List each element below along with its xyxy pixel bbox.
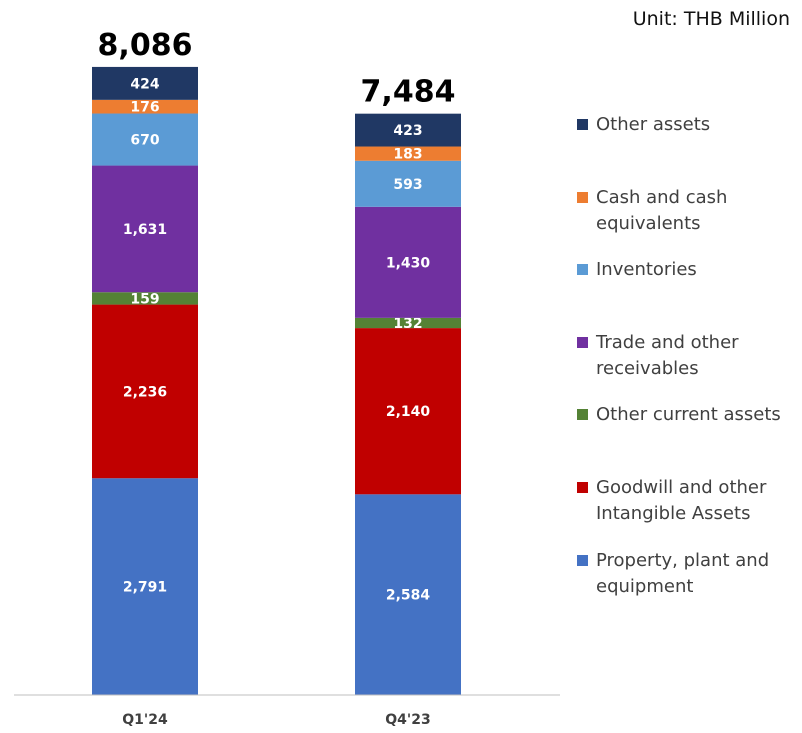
legend-swatch (577, 264, 588, 275)
legend-label: Other assets (596, 114, 711, 135)
data-label: 1,631 (123, 222, 167, 238)
legend-label: Cash and cash equivalents (596, 187, 728, 234)
legend-item: Other current assets (577, 402, 781, 428)
data-label: 670 (130, 133, 159, 149)
category-label: Q1'24 (122, 712, 168, 728)
legend-swatch (577, 409, 588, 420)
bar-segment (92, 304, 198, 479)
bar-segment (92, 165, 198, 293)
bar-segment (92, 113, 198, 166)
legend-item: Goodwill and other Intangible Assets (577, 475, 766, 527)
data-label: 423 (393, 123, 422, 139)
data-label: 424 (130, 76, 159, 92)
legend-label: Other current assets (596, 404, 781, 425)
bar-segment (92, 478, 198, 695)
total-label: 7,484 (361, 75, 456, 110)
bar-segment (355, 113, 461, 147)
legend-label: Inventories (596, 259, 697, 280)
data-label: 593 (393, 177, 422, 193)
category-label: Q4'23 (385, 712, 430, 728)
bar-segment (355, 206, 461, 318)
legend-swatch (577, 337, 588, 348)
bar-segment (92, 66, 198, 100)
legend-swatch (577, 555, 588, 566)
legend-item: Cash and cash equivalents (577, 185, 727, 237)
legend-item: Other assets (577, 112, 710, 138)
unit-label: Unit: THB Million (632, 8, 790, 30)
legend-swatch (577, 482, 588, 493)
bar-segment (355, 160, 461, 207)
data-label: 2,140 (386, 404, 431, 420)
data-label: 176 (130, 100, 159, 116)
legend-swatch (577, 119, 588, 130)
bar-segment (92, 292, 198, 305)
data-label: 183 (393, 147, 422, 163)
bar-segment (355, 494, 461, 695)
bar-segment (355, 146, 461, 161)
data-label: 2,584 (386, 588, 431, 604)
total-label: 8,086 (98, 28, 193, 63)
legend-item: Property, plant and equipment (577, 548, 769, 600)
data-label: 2,236 (123, 384, 167, 400)
data-label: 1,430 (386, 255, 431, 271)
stacked-bar-chart: 2,791 2,236 159 1,631 670 176 424 8,086 2,584 2,1… (14, 28, 560, 728)
legend-label: Property, plant and equipment (596, 550, 770, 597)
bar-segment (355, 328, 461, 495)
bars-layer: 2,791 2,236 159 1,631 670 176 424 8,086 2,584 2,1… (92, 28, 461, 695)
legend-label: Trade and other receivables (596, 332, 739, 379)
legend-label: Goodwill and other Intangible Assets (596, 477, 767, 524)
legend-item: Inventories (577, 257, 697, 283)
data-label: 2,791 (123, 580, 167, 596)
data-label: 132 (393, 316, 422, 332)
legend-swatch (577, 192, 588, 203)
data-label: 159 (130, 291, 159, 307)
bar-segment (92, 99, 198, 114)
bar-segment (355, 317, 461, 329)
category-labels: Q1'24 Q4'23 (122, 712, 430, 728)
legend-item: Trade and other receivables (577, 330, 739, 382)
